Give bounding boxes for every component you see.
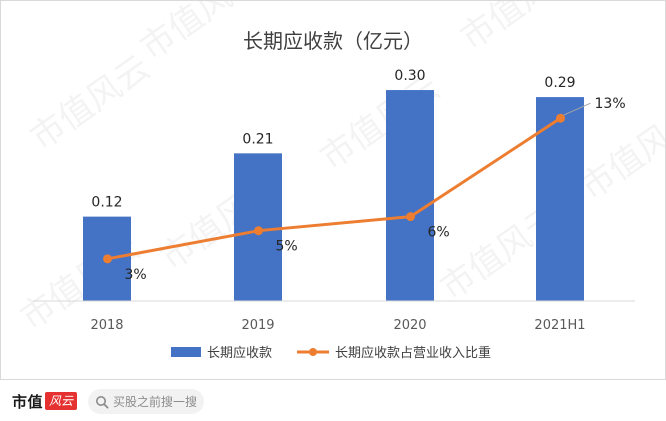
line-path <box>107 116 562 261</box>
line-point-2018 <box>103 254 112 264</box>
bar-2020 <box>386 90 434 301</box>
legend: 长期应收款 长期应收款占营业收入比重 <box>171 345 491 361</box>
bar-label-2018: 0.12 <box>91 195 122 211</box>
bar-label-2020: 0.30 <box>394 68 425 84</box>
brand-badge: 风云 <box>45 392 78 410</box>
chart-svg: 市值风云市值风云市值风云市值风云市值风云市值风云市值风云市值风云 长期应收款（亿… <box>13 1 665 361</box>
line-label-2019: 5% <box>276 239 298 255</box>
legend-bar-label: 长期应收款 <box>207 345 272 361</box>
x-tick-label: 2021H1 <box>534 318 585 333</box>
legend-line-label: 长期应收款占营业收入比重 <box>335 345 491 361</box>
x-tick-label: 2020 <box>393 318 426 333</box>
x-tick-label: 2019 <box>241 318 274 333</box>
line-point-2021H1 <box>556 113 565 123</box>
bar-label-2021H1: 0.29 <box>544 75 575 91</box>
line-series: 3% 5% 6% 13% <box>103 96 626 283</box>
brand-logo[interactable]: 市值 风云 <box>12 390 78 412</box>
line-label-leader <box>563 102 591 116</box>
line-label-2021H1: 13% <box>595 96 626 112</box>
search-icon <box>96 395 109 409</box>
x-axis-ticks: 2018 2019 2020 2021H1 <box>90 318 585 333</box>
legend-line-marker <box>309 348 317 356</box>
brand-text: 市值 <box>12 392 44 411</box>
line-point-2019 <box>254 226 263 236</box>
search-box[interactable]: 买股之前搜一搜 <box>88 389 204 414</box>
search-placeholder: 买股之前搜一搜 <box>113 395 198 409</box>
line-point-2020 <box>406 212 415 222</box>
bar-label-2019: 0.21 <box>242 131 273 147</box>
chart-title: 长期应收款（亿元） <box>243 29 423 53</box>
x-tick-label: 2018 <box>90 318 123 333</box>
bar-2021H1 <box>536 97 584 301</box>
legend-bar-swatch <box>171 347 201 357</box>
line-label-2020: 6% <box>428 225 450 241</box>
chart-frame: 市值风云市值风云市值风云市值风云市值风云市值风云市值风云市值风云 长期应收款（亿… <box>0 0 666 380</box>
line-label-2018: 3% <box>125 267 147 283</box>
footer-bar: 市值 风云 买股之前搜一搜 <box>0 382 666 421</box>
